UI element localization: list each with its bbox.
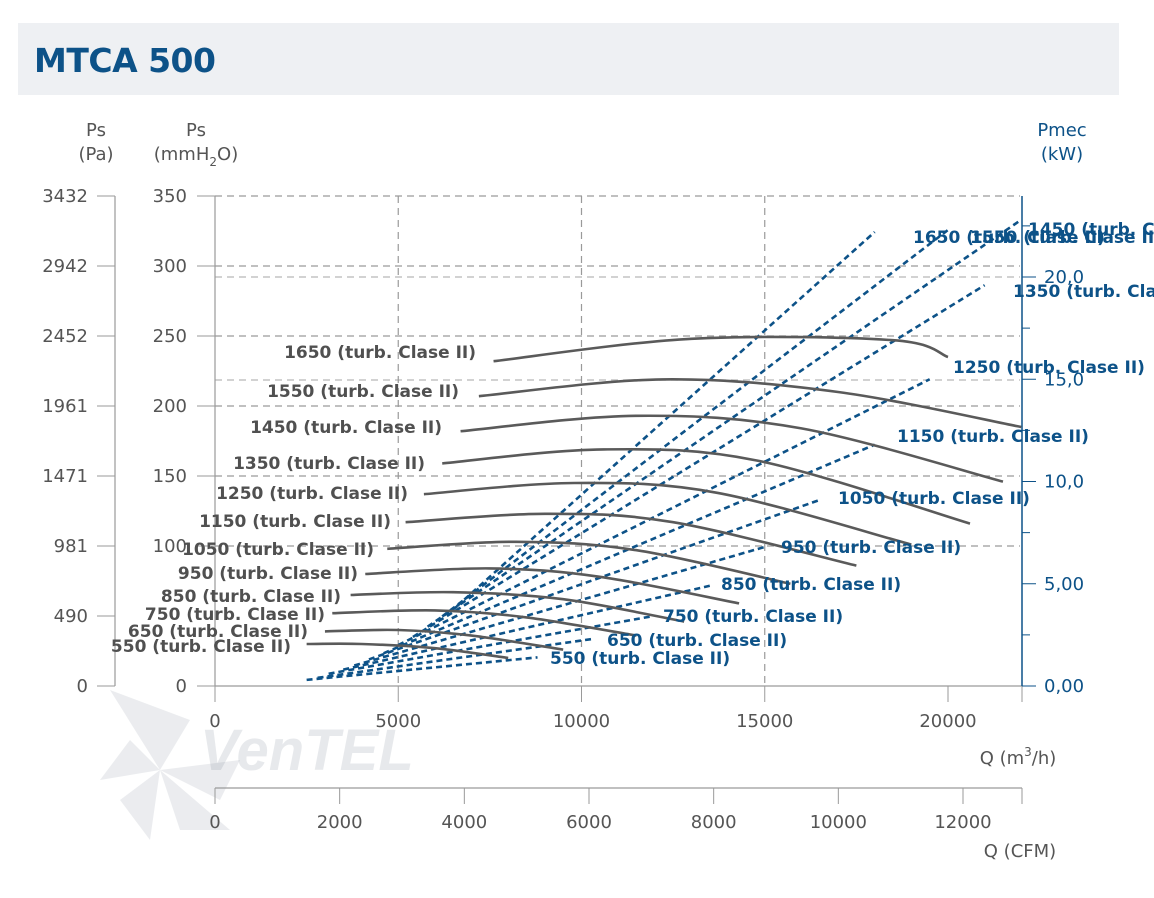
q-cfm-axis-label: Q (CFM) <box>984 841 1056 862</box>
pressure-curve-4 <box>350 590 685 623</box>
pressure-curve-label: 1050 (turb. Clase II) <box>182 540 374 560</box>
ps-pa-tick-label: 981 <box>54 536 88 557</box>
pmec-tick-label: 0,00 <box>1044 676 1084 697</box>
q-cfm-tick-label: 12000 <box>934 812 991 833</box>
pressure-curve-label: 1150 (turb. Clase II) <box>199 512 391 532</box>
ps-pa-axis-unit: (Pa) <box>78 144 113 165</box>
ps-pa-tick-label: 0 <box>77 676 88 697</box>
pressure-curve-label: 550 (turb. Clase II) <box>111 637 291 657</box>
axes: 350 300 250 200 150 100 0 3432 2942 2452 1961 1471 9… <box>42 186 1084 833</box>
pressure-curve-label: 850 (turb. Clase II) <box>161 587 341 607</box>
watermark-brand: VenTEL <box>200 718 414 783</box>
chart-title: MTCA 500 <box>34 41 216 80</box>
watermark-fan-icon <box>100 690 240 840</box>
pressure-curve-label: 1550 (turb. Clase II) <box>267 382 459 402</box>
q-cfm-tick-label: 0 <box>209 812 220 833</box>
ps-pa-tick-label: 1961 <box>42 396 88 417</box>
power-curves <box>306 218 1023 682</box>
pressure-curve-label: 650 (turb. Clase II) <box>128 622 308 642</box>
power-curve-label: 1350 (turb. Clase II) <box>1013 282 1154 302</box>
power-curve-label: 1250 (turb. Clase II) <box>953 358 1145 378</box>
ps-mm-tick-label: 150 <box>153 466 187 487</box>
header-bar: MTCA 500 <box>18 23 1119 95</box>
pressure-curves <box>306 335 1022 660</box>
q-m3h-tick-label: 20000 <box>919 711 976 732</box>
pressure-curve-7 <box>405 512 857 567</box>
power-curve-label: 850 (turb. Clase II) <box>721 575 901 595</box>
ps-mm-tick-label: 300 <box>153 256 187 277</box>
power-curve-label: 1450 (turb. Clase II) <box>1028 220 1154 240</box>
power-curve-12 <box>456 231 876 608</box>
power-curve-label: 1650 (turb. Clase II) <box>913 228 1105 248</box>
pressure-curve-label: 1350 (turb. Clase II) <box>233 454 425 474</box>
pressure-curve-label: 750 (turb. Clase II) <box>145 605 325 625</box>
pressure-curve-3 <box>332 608 637 637</box>
ps-mm-axis-name: Ps <box>186 120 206 141</box>
ps-mm-axis-unit: (mmH2O) <box>154 144 238 169</box>
power-curve-2 <box>317 637 593 680</box>
power-curve-9 <box>412 284 986 639</box>
ps-pa-tick-label: 490 <box>54 606 88 627</box>
ps-pa-tick-label: 2942 <box>42 256 88 277</box>
ps-pa-axis-name: Ps <box>86 120 106 141</box>
q-cfm-tick-label: 2000 <box>317 812 363 833</box>
q-cfm-tick-label: 6000 <box>566 812 612 833</box>
pmec-tick-label: 10,0 <box>1044 472 1084 493</box>
pmec-tick-label: 15,0 <box>1044 369 1084 390</box>
pmec-axis-unit: (kW) <box>1041 144 1083 165</box>
pressure-curve-6 <box>387 540 791 586</box>
q-cfm-tick-label: 8000 <box>691 812 737 833</box>
pressure-curve-label: 1450 (turb. Clase II) <box>250 418 442 438</box>
ps-pa-tick-label: 2452 <box>42 326 88 347</box>
ps-mm-tick-label: 100 <box>153 536 187 557</box>
power-curve-7 <box>383 443 876 655</box>
power-curve-8 <box>397 378 931 647</box>
pressure-curve-8 <box>423 481 912 546</box>
power-curve-1 <box>306 656 538 682</box>
pressure-curve-9 <box>442 447 971 525</box>
pressure-curve-10 <box>460 414 1004 483</box>
pressure-curve-12 <box>493 335 949 363</box>
q-m3h-tick-label: 0 <box>209 711 220 732</box>
q-m3h-tick-label: 15000 <box>736 711 793 732</box>
q-m3h-axis-label: Q (m3/h) <box>980 745 1057 769</box>
power-curve-label: 1150 (turb. Clase II) <box>897 427 1089 447</box>
power-curve-label: 550 (turb. Clase II) <box>550 649 730 669</box>
pressure-curve-11 <box>478 378 1022 429</box>
power-curve-5 <box>353 545 766 667</box>
power-curve-label: 1050 (turb. Clase II) <box>838 489 1030 509</box>
ps-mm-tick-label: 350 <box>153 186 187 207</box>
ps-mm-tick-label: 250 <box>153 326 187 347</box>
pressure-curve-5 <box>365 567 740 605</box>
q-cfm-tick-label: 10000 <box>810 812 867 833</box>
pmec-tick-label: 5,00 <box>1044 574 1084 595</box>
pmec-tick-label: 20,0 <box>1044 267 1084 288</box>
curve-labels: 1650 (turb. Clase II)1550 (turb. Clase I… <box>111 220 1154 669</box>
ps-pa-tick-label: 1471 <box>42 466 88 487</box>
pressure-curve-label: 950 (turb. Clase II) <box>178 564 358 584</box>
power-curve-11 <box>441 228 949 618</box>
power-curve-3 <box>328 615 652 676</box>
power-curve-label: 650 (turb. Clase II) <box>607 631 787 651</box>
pmec-axis-name: Pmec <box>1037 120 1086 141</box>
pressure-curve-1 <box>306 642 509 660</box>
power-curve-6 <box>368 498 821 661</box>
pressure-curve-label: 1250 (turb. Clase II) <box>216 484 408 504</box>
ps-mm-tick-label: 0 <box>176 676 187 697</box>
q-m3h-tick-label: 5000 <box>375 711 421 732</box>
power-curve-label: 750 (turb. Clase II) <box>663 607 843 627</box>
power-curve-4 <box>342 584 711 671</box>
power-curve-10 <box>426 218 1023 628</box>
grid <box>215 195 1020 686</box>
pressure-curve-label: 1650 (turb. Clase II) <box>284 343 476 363</box>
power-curve-label: 950 (turb. Clase II) <box>781 538 961 558</box>
q-cfm-tick-label: 4000 <box>441 812 487 833</box>
q-m3h-tick-label: 10000 <box>553 711 610 732</box>
ps-mm-tick-label: 200 <box>153 396 187 417</box>
pressure-curve-2 <box>324 628 564 651</box>
ps-pa-tick-label: 3432 <box>42 186 88 207</box>
power-curve-label: 1550 (turb. Clase II) <box>970 228 1154 248</box>
